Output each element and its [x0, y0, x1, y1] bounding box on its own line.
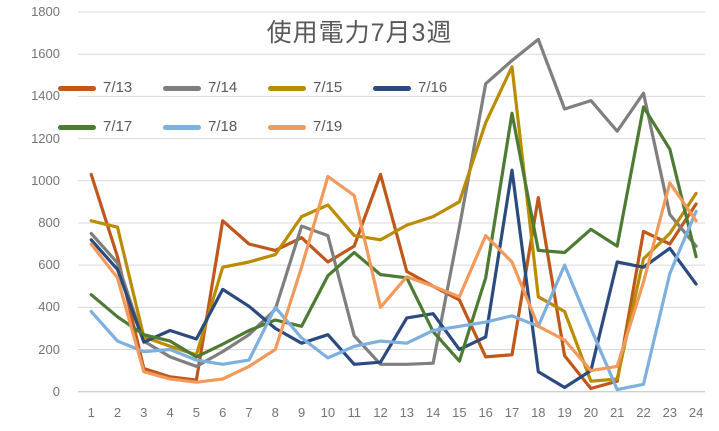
y-tick-label: 400	[38, 299, 60, 315]
legend-item-7/15: 7/15	[268, 79, 343, 96]
legend-line-swatch-icon	[58, 124, 96, 130]
series-line-7/14	[89, 37, 698, 368]
legend-item-7/19: 7/19	[268, 118, 343, 135]
x-tick-label: 20	[583, 405, 599, 420]
x-tick-label: 4	[166, 405, 174, 420]
x-tick-label: 8	[271, 405, 279, 420]
legend-item-7/18: 7/18	[163, 118, 238, 135]
legend-line-swatch-icon	[268, 124, 306, 130]
y-tick-label: 200	[38, 341, 60, 357]
legend-line-swatch-icon	[163, 85, 201, 91]
x-tick-label: 5	[192, 405, 200, 420]
series-line-7/16	[89, 168, 698, 390]
legend-item-7/13: 7/13	[58, 79, 133, 96]
legend-line-swatch-icon	[163, 124, 201, 130]
x-tick-label: 17	[504, 405, 520, 420]
y-tick-label: 1200	[31, 130, 60, 146]
x-tick-label: 1	[87, 405, 95, 420]
x-tick-label: 13	[399, 405, 415, 420]
legend-label: 7/18	[208, 118, 238, 135]
series-line-7/13	[89, 172, 698, 391]
y-tick-label: 800	[38, 214, 60, 230]
legend-label: 7/14	[208, 79, 238, 96]
y-tick-label: 1400	[31, 88, 60, 104]
legend-item-7/14: 7/14	[163, 79, 238, 96]
x-tick-label: 12	[373, 405, 388, 420]
x-tick-label: 10	[320, 405, 336, 420]
legend-label: 7/17	[103, 118, 133, 135]
x-tick-label: 24	[688, 405, 704, 420]
x-tick-label: 9	[297, 405, 306, 420]
x-tick-label: 2	[113, 405, 122, 420]
y-tick-label: 1000	[31, 172, 60, 188]
legend-line-swatch-icon	[373, 85, 411, 91]
legend-label: 7/16	[418, 79, 448, 96]
x-tick-label: 6	[219, 405, 227, 420]
x-tick-label: 21	[609, 405, 625, 420]
x-tick-label: 14	[425, 405, 441, 420]
x-tick-label: 11	[347, 405, 361, 420]
legend-item-7/16: 7/16	[373, 79, 448, 96]
series-line-7/19	[89, 174, 698, 384]
x-tick-label: 15	[452, 405, 467, 420]
x-tick-label: 3	[140, 405, 148, 420]
x-tick-label: 19	[557, 405, 572, 420]
legend-label: 7/15	[313, 79, 343, 96]
x-tick-label: 16	[478, 405, 493, 420]
x-tick-label: 23	[662, 405, 678, 420]
y-tick-label: 1600	[31, 46, 60, 62]
x-tick-label: 22	[636, 405, 651, 420]
legend-label: 7/13	[103, 79, 133, 96]
series-line-7/17	[89, 105, 698, 363]
legend-line-swatch-icon	[268, 85, 306, 91]
x-tick-label: 18	[531, 405, 546, 420]
y-tick-label: 0	[52, 383, 60, 399]
legend-line-swatch-icon	[58, 85, 96, 91]
y-tick-label: 600	[38, 257, 60, 273]
y-tick-label: 1800	[31, 4, 60, 19]
legend-label: 7/19	[313, 118, 343, 135]
legend-item-7/17: 7/17	[58, 118, 133, 135]
chart-title: 使用電力7月3週	[266, 19, 453, 47]
series-line-7/18	[89, 209, 698, 392]
x-tick-label: 7	[245, 405, 253, 420]
